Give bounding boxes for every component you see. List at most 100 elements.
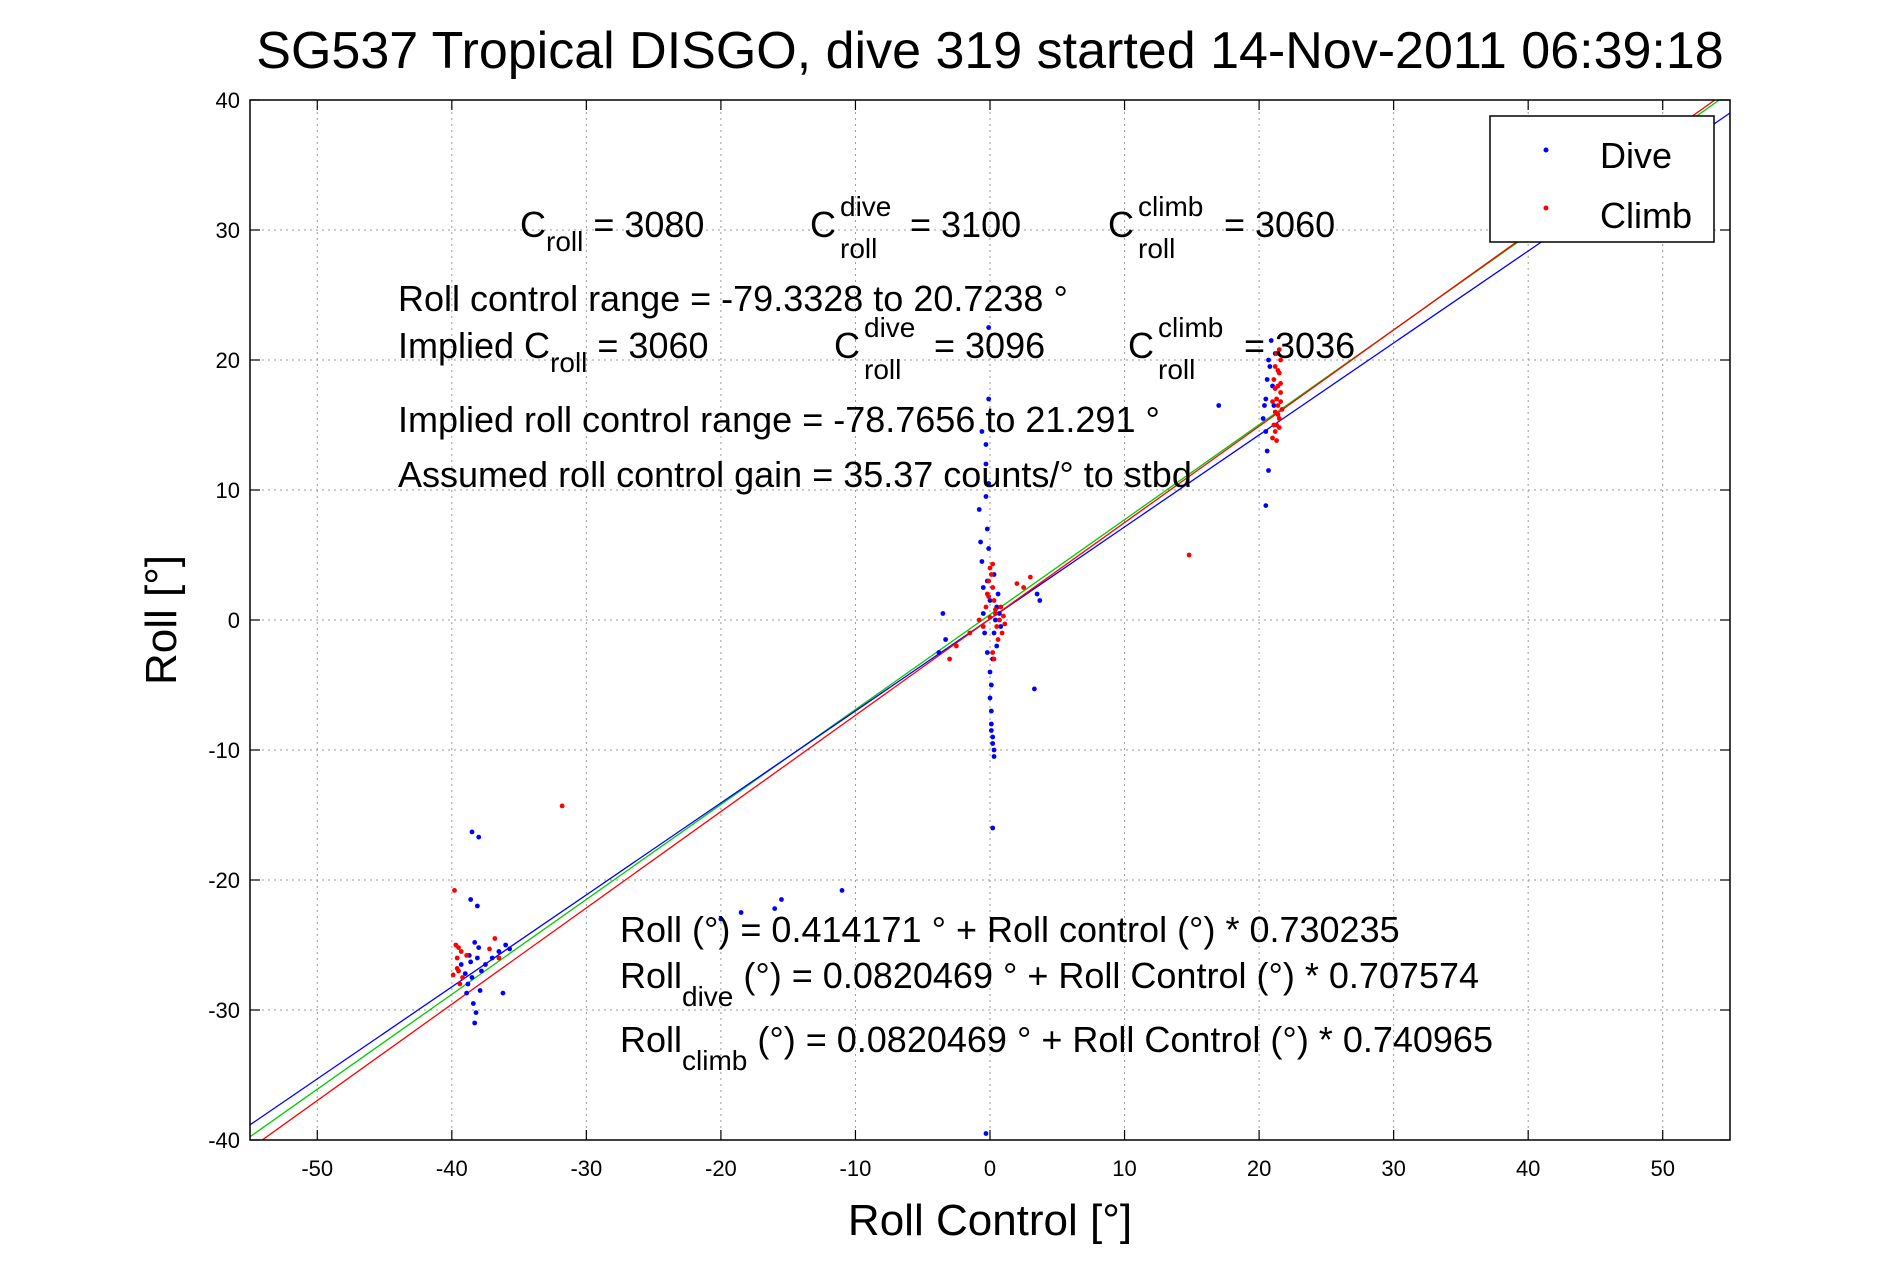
annotation-fit-climb: Rollclimb (°) = 0.0820469 ° + Roll Contr… — [620, 1019, 1493, 1076]
dive-point — [990, 825, 996, 831]
climb-point — [454, 955, 460, 961]
dive-point — [1264, 377, 1270, 382]
y-tick-label: -20 — [208, 868, 240, 893]
y-tick-label: -40 — [208, 1128, 240, 1153]
c-roll-dive-base: C — [810, 204, 836, 245]
legend-box — [1489, 115, 1715, 243]
climb-point — [983, 604, 989, 610]
dive-point — [474, 903, 480, 909]
dive-point — [779, 897, 784, 902]
ticks: -50 -40 -30 -20 -10 0 10 20 30 40 50 -40 -30 -20 -10 0 1… — [208, 88, 1730, 1181]
annotation-assumed-gain: Assumed roll control gain = 35.37 counts… — [398, 454, 1192, 495]
climb-point — [1027, 574, 1033, 580]
legend-marker-dive — [1543, 147, 1549, 153]
annotations: Croll = 3080 C dive roll = 3100 C climb … — [398, 183, 1493, 1076]
climb-point — [464, 953, 470, 958]
climb-point — [987, 615, 993, 620]
dive-point — [477, 988, 483, 993]
dive-point — [479, 968, 484, 974]
dive-point — [991, 754, 997, 759]
implied-c-roll-climb-value: = 3036 — [1244, 325, 1355, 366]
dive-point — [986, 325, 992, 330]
c-roll-dive-sup: dive — [840, 191, 891, 222]
dive-point — [496, 949, 502, 954]
dive-point — [468, 897, 474, 902]
climb-point — [1001, 613, 1006, 619]
annotation-fit-roll: Roll (°) = 0.414171 ° + Roll control (°)… — [620, 909, 1400, 950]
dive-point — [1266, 357, 1271, 363]
climb-point — [1275, 412, 1281, 417]
dive-point — [987, 695, 993, 701]
climb-point — [990, 561, 996, 567]
dive-point — [468, 959, 474, 965]
climb-point — [976, 617, 982, 623]
climb-point — [1276, 347, 1282, 352]
fit-climb-base: Roll — [620, 1019, 682, 1060]
dive-point — [980, 611, 986, 616]
climb-point — [1272, 386, 1278, 391]
climb-point — [986, 578, 992, 584]
dive-point — [988, 721, 994, 727]
implied-c-roll-dive-sup: dive — [864, 312, 915, 343]
dive-point — [980, 585, 986, 590]
climb-point — [457, 981, 463, 987]
legend-label-climb: Climb — [1600, 195, 1692, 236]
climb-point — [994, 624, 1000, 629]
c-roll-value: = 3080 — [583, 204, 704, 245]
climb-point — [450, 972, 456, 978]
y-tick-label: 40 — [216, 88, 240, 113]
dive-point — [462, 971, 468, 976]
dive-point — [995, 591, 1001, 597]
dive-point — [476, 834, 482, 840]
dive-point — [1267, 364, 1273, 369]
climb-point — [995, 637, 1001, 642]
dive-point — [458, 962, 464, 967]
x-tick-label: 0 — [984, 1156, 996, 1181]
dive-point — [738, 910, 744, 915]
dive-point — [991, 630, 997, 636]
dive-point — [986, 481, 992, 486]
fit-dive-sub: dive — [682, 981, 733, 1012]
climb-point — [991, 598, 997, 603]
legend: Dive Climb — [1489, 115, 1715, 243]
climb-point — [454, 966, 460, 971]
dive-point — [470, 1001, 476, 1006]
climb-point — [967, 630, 973, 636]
climb-point — [997, 617, 1002, 623]
annotation-c-roll-climb: C climb roll = 3060 — [1108, 183, 1335, 266]
annotation-implied-range: Implied roll control range = -78.7656 to… — [398, 399, 1160, 440]
dive-point — [987, 598, 993, 603]
fit-climb-sub: climb — [682, 1045, 747, 1076]
fit-dive-base: Roll — [620, 955, 682, 996]
climb-point — [1279, 407, 1285, 412]
climb-point — [980, 624, 986, 629]
dive-point — [984, 526, 990, 532]
climb-point — [987, 565, 993, 571]
climb-point — [1276, 416, 1282, 421]
dive-point — [983, 494, 989, 499]
dive-point — [1263, 396, 1269, 402]
x-axis-label: Roll Control [°] — [848, 1196, 1132, 1245]
x-tick-label: 50 — [1650, 1156, 1674, 1181]
c-roll-climb-sub: roll — [1138, 233, 1175, 264]
x-tick-label: -40 — [436, 1156, 468, 1181]
climb-point — [1274, 351, 1279, 356]
implied-c-roll-dive-sub: roll — [864, 354, 901, 385]
x-tick-label: 20 — [1247, 1156, 1271, 1181]
x-tick-label: -10 — [840, 1156, 872, 1181]
plot-frame — [249, 99, 1731, 1141]
dive-point — [986, 546, 992, 551]
y-tick-label: 30 — [216, 218, 240, 243]
x-tick-label: -30 — [570, 1156, 602, 1181]
dive-point — [1037, 598, 1043, 603]
c-roll-dive-value: = 3100 — [910, 204, 1021, 245]
climb-point — [1014, 581, 1020, 586]
implied-c-roll-prefix: Implied C — [398, 325, 550, 366]
legend-marker-climb — [1543, 205, 1549, 211]
annotation-c-roll: Croll = 3080 — [520, 204, 704, 257]
annotation-implied-c-roll-dive: C dive roll = 3096 — [834, 304, 1045, 387]
climb-point — [992, 611, 998, 616]
dive-point — [998, 624, 1004, 629]
dive-point — [1264, 448, 1270, 454]
